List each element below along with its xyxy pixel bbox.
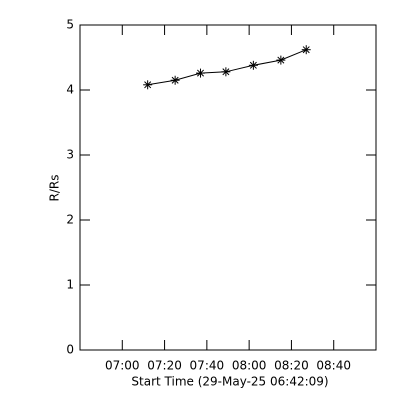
x-tick-label: 07:40 — [190, 359, 225, 373]
marker-stroke — [302, 46, 310, 54]
data-point — [276, 55, 286, 65]
y-tick-label: 5 — [66, 18, 74, 32]
y-tick-label: 2 — [66, 213, 74, 227]
x-axis-title: Start Time (29-May-25 06:42:09) — [131, 375, 328, 389]
x-tick-label: 08:20 — [274, 359, 309, 373]
x-tick-label: 08:40 — [316, 359, 351, 373]
x-tick-label: 07:20 — [147, 359, 182, 373]
y-tick-label: 1 — [66, 278, 74, 292]
y-tick-label: 3 — [66, 148, 74, 162]
y-axis-title: R/Rs — [48, 175, 62, 202]
marker-stroke — [197, 69, 205, 77]
marker-stroke — [144, 81, 152, 89]
x-tick-label: 07:00 — [105, 359, 140, 373]
marker-stroke — [277, 56, 285, 64]
data-point — [221, 67, 231, 77]
y-tick-label: 4 — [66, 83, 74, 97]
data-point — [170, 75, 180, 85]
y-tick-label: 0 — [66, 343, 74, 357]
data-point — [143, 80, 153, 90]
data-point — [301, 45, 311, 55]
x-tick-label: 08:00 — [232, 359, 267, 373]
marker-stroke — [249, 61, 257, 69]
marker-stroke — [171, 76, 179, 84]
plot-frame — [79, 24, 377, 351]
data-point — [248, 60, 258, 70]
data-line — [147, 49, 307, 86]
data-point — [196, 68, 206, 78]
marker-stroke — [222, 68, 230, 76]
